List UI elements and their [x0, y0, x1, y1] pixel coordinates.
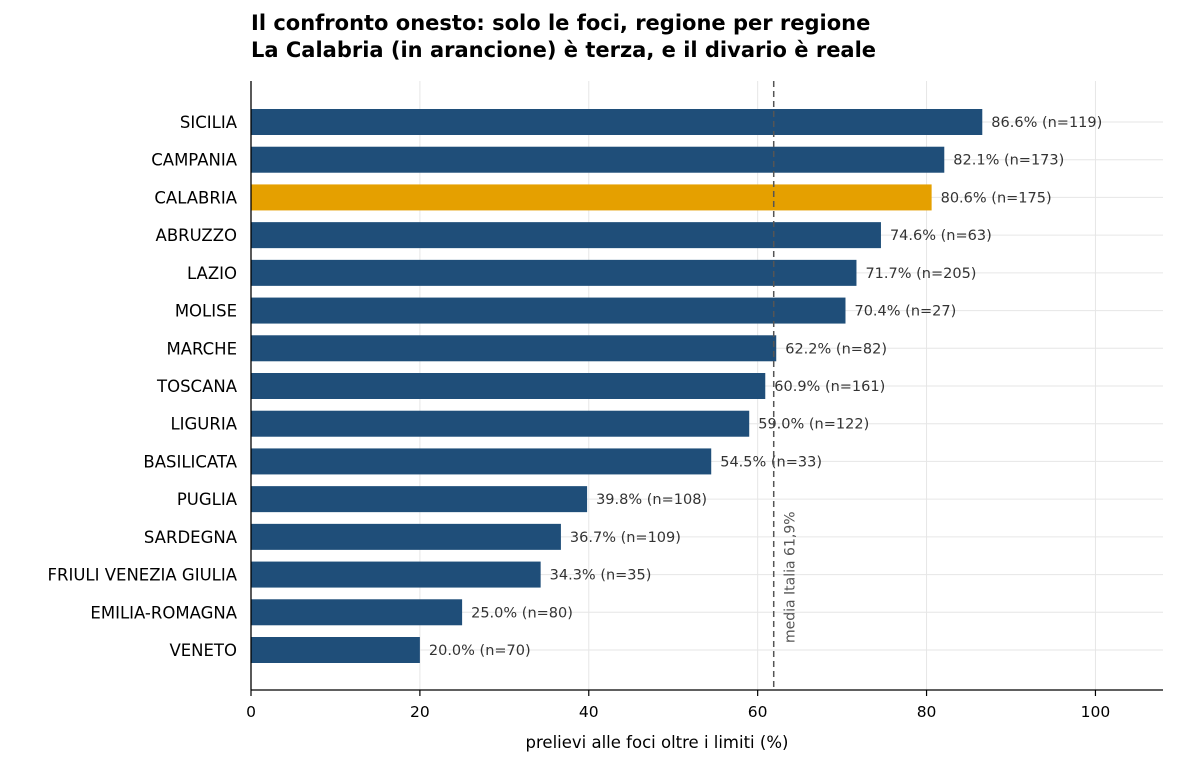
category-label: LIGURIA [170, 415, 237, 434]
data-label: 25.0% (n=80) [471, 605, 573, 621]
category-label: LAZIO [187, 264, 237, 283]
category-label: PUGLIA [177, 490, 238, 509]
data-label: 34.3% (n=35) [550, 568, 652, 584]
data-label: 62.2% (n=82) [785, 341, 887, 357]
category-label: MARCHE [166, 339, 237, 358]
category-label: CAMPANIA [151, 151, 237, 170]
data-label: 59.0% (n=122) [758, 417, 869, 433]
bar [251, 523, 561, 550]
bar [251, 599, 463, 626]
chart-title-line: Il confronto onesto: solo le foci, regio… [251, 11, 871, 35]
category-label: ABRUZZO [156, 226, 237, 245]
data-label: 54.5% (n=33) [720, 454, 822, 470]
x-tick-label: 80 [917, 703, 937, 721]
x-axis-title: prelievi alle foci oltre i limiti (%) [526, 733, 789, 752]
data-label: 36.7% (n=109) [570, 530, 681, 546]
bar [251, 184, 932, 211]
data-label: 74.6% (n=63) [890, 228, 992, 244]
bar [251, 146, 945, 173]
x-tick-label: 100 [1081, 703, 1111, 721]
bar [251, 297, 846, 324]
bar [251, 109, 983, 135]
category-label: MOLISE [175, 302, 237, 321]
bar [251, 222, 881, 249]
bar [251, 637, 420, 663]
data-label: 39.8% (n=108) [596, 492, 707, 508]
data-label: 71.7% (n=205) [865, 266, 976, 282]
bar [251, 335, 777, 362]
category-label: TOSCANA [156, 377, 238, 396]
data-label: 82.1% (n=173) [953, 153, 1064, 169]
x-tick-label: 0 [246, 703, 256, 721]
category-label: CALABRIA [154, 188, 237, 207]
bar [251, 561, 541, 588]
bar [251, 448, 712, 475]
category-label: SICILIA [180, 113, 238, 132]
chart-subtitle-line: La Calabria (in arancione) è terza, e il… [251, 38, 877, 62]
category-label: SARDEGNA [144, 528, 238, 547]
category-label: FRIULI VENEZIA GIULIA [48, 566, 238, 585]
category-label: EMILIA-ROMAGNA [90, 603, 237, 622]
x-tick-label: 60 [748, 703, 768, 721]
bar [251, 486, 588, 513]
data-label: 20.0% (n=70) [429, 643, 531, 659]
chart-title: Il confronto onesto: solo le foci, regio… [251, 10, 876, 64]
x-tick-label: 20 [410, 703, 430, 721]
bar [251, 259, 857, 286]
data-label: 86.6% (n=119) [991, 115, 1102, 131]
bar [251, 410, 750, 437]
category-label: BASILICATA [143, 452, 237, 471]
category-label: VENETO [169, 641, 237, 660]
data-label: 80.6% (n=175) [941, 190, 1052, 206]
data-label: 60.9% (n=161) [774, 379, 885, 395]
reference-line-label: media Italia 61,9% [783, 511, 799, 643]
bar [251, 373, 766, 399]
x-tick-label: 40 [579, 703, 599, 721]
data-label: 70.4% (n=27) [854, 304, 956, 320]
